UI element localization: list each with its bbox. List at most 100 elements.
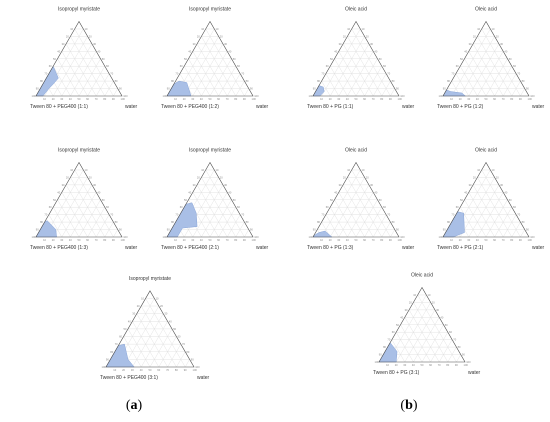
grid-line — [132, 313, 164, 368]
tick-label: 50 — [233, 57, 236, 61]
right-corner-label: water — [197, 375, 210, 381]
tick-label: 90 — [167, 87, 170, 91]
tick-label: 90 — [526, 87, 529, 91]
tick-label: 70 — [241, 72, 244, 76]
tick-label: 50 — [209, 97, 212, 101]
tick-label: 60 — [513, 64, 516, 68]
tick-label: 40 — [200, 97, 203, 101]
tick-label: 60 — [106, 205, 109, 209]
grid-line — [235, 222, 245, 238]
tick-label: 60 — [493, 97, 496, 101]
tick-label: 50 — [421, 363, 424, 367]
tick-label: 90 — [36, 87, 39, 91]
right-corner-label: water — [468, 370, 481, 376]
tick-label: 10 — [347, 27, 350, 31]
tick-label: 60 — [180, 64, 183, 68]
grid-line — [330, 207, 348, 238]
grid-line — [136, 313, 168, 368]
tick-label: 90 — [36, 228, 39, 232]
tick-label: 70 — [226, 97, 229, 101]
tick-label: 30 — [405, 308, 408, 312]
tick-label: 80 — [186, 350, 189, 354]
tick-label: 30 — [436, 308, 439, 312]
tick-label: 90 — [184, 368, 187, 372]
tick-label: 30 — [469, 183, 472, 187]
grid-line — [87, 66, 105, 97]
tick-label: 30 — [131, 368, 134, 372]
tick-label: 60 — [429, 363, 432, 367]
tick-label: 90 — [250, 228, 253, 232]
tick-label: 40 — [169, 319, 172, 323]
tick-label: 80 — [40, 79, 43, 83]
tick-label: 80 — [103, 97, 106, 101]
chart-title: Isopropyl myristate — [58, 7, 100, 13]
grid-line — [464, 199, 487, 238]
triangle-outline — [166, 161, 254, 238]
tick-label: 80 — [380, 97, 383, 101]
tick-label: 30 — [469, 42, 472, 46]
left-corner-label: Tween 80 + PEG400 (1:2) — [161, 104, 219, 110]
grid-line — [196, 184, 228, 238]
tick-label: 90 — [250, 87, 253, 91]
tick-label: 60 — [237, 205, 240, 209]
grid-line — [342, 184, 374, 238]
tick-label: 70 — [44, 72, 47, 76]
left-corner-label: Tween 80 + PEG400 (3:1) — [100, 375, 158, 381]
tick-label: 100 — [252, 97, 257, 101]
tick-label: 100 — [439, 94, 444, 98]
tick-label: 70 — [451, 213, 454, 217]
tick-label: 50 — [445, 323, 448, 327]
tick-label: 100 — [193, 368, 198, 372]
grid-line — [96, 214, 110, 238]
grid-line — [364, 207, 382, 238]
tick-label: 60 — [237, 64, 240, 68]
tick-label: 40 — [188, 49, 191, 53]
region-polygon — [166, 80, 192, 97]
tick-label: 30 — [224, 42, 227, 46]
tick-label: 100 — [163, 235, 168, 239]
tick-label: 20 — [395, 363, 398, 367]
grid-line — [430, 332, 448, 363]
triangle-outline — [378, 286, 466, 363]
tick-label: 90 — [106, 357, 109, 361]
tick-label: 60 — [180, 205, 183, 209]
grid-line — [244, 88, 249, 97]
tick-label: 30 — [62, 42, 65, 46]
tick-label: 80 — [392, 220, 395, 224]
grid-line — [74, 28, 114, 97]
tick-label: 40 — [476, 238, 479, 242]
tick-label: 60 — [157, 368, 160, 372]
tick-label: 40 — [440, 315, 443, 319]
grid-line — [334, 199, 357, 238]
grid-line — [87, 207, 105, 238]
tick-label: 20 — [459, 97, 462, 101]
grid-line — [176, 351, 186, 368]
tick-label: 90 — [119, 87, 122, 91]
tick-label: 10 — [492, 27, 495, 31]
tick-label: 80 — [446, 363, 449, 367]
grid-line — [355, 58, 378, 97]
tick-label: 70 — [175, 213, 178, 217]
tick-label: 10 — [362, 168, 365, 172]
tick-label: 30 — [370, 42, 373, 46]
tick-label: 70 — [115, 342, 118, 346]
grid-line — [503, 73, 517, 97]
grid-line — [78, 199, 101, 238]
tick-label: 60 — [392, 330, 395, 334]
tick-label: 20 — [52, 97, 55, 101]
tick-label: 80 — [175, 368, 178, 372]
tick-label: 60 — [363, 238, 366, 242]
tick-label: 30 — [500, 183, 503, 187]
grid-line — [65, 43, 97, 97]
tick-label: 10 — [216, 168, 219, 172]
tick-label: 100 — [163, 94, 168, 98]
tick-label: 90 — [443, 87, 446, 91]
grid-line — [456, 354, 461, 363]
tick-label: 100 — [254, 94, 259, 98]
tick-label: 80 — [115, 220, 118, 224]
tick-label: 80 — [458, 345, 461, 349]
tick-label: 20 — [89, 34, 92, 38]
tick-label: 70 — [502, 238, 505, 242]
